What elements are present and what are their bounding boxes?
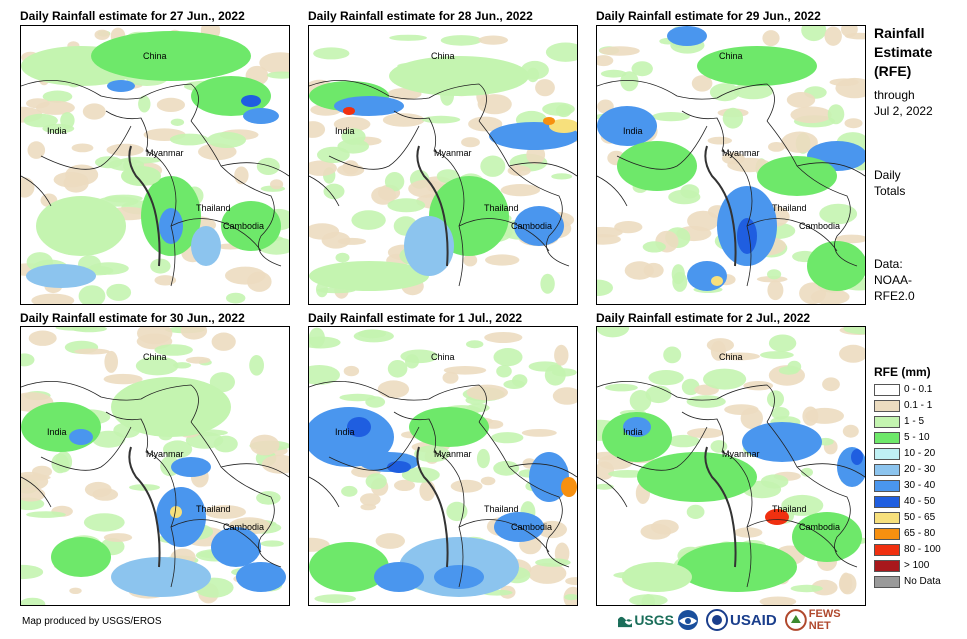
map-label-myanmar: Myanmar — [722, 449, 760, 459]
legend-heading: Rainfall Estimate (RFE) — [874, 25, 933, 79]
map-label-china: China — [143, 352, 167, 362]
map-label-myanmar: Myanmar — [722, 148, 760, 158]
legend-swatch — [874, 576, 900, 588]
map-credit: Map produced by USGS/EROS — [22, 616, 162, 627]
legend-swatch — [874, 448, 900, 460]
map-panel-3: China India Myanmar Thailand Cambodia — [596, 25, 866, 305]
legend-label: 0 - 0.1 — [904, 384, 933, 395]
legend-swatch — [874, 432, 900, 444]
map-label-thailand: Thailand — [484, 504, 519, 514]
fewsnet-logo: FEWS NET — [785, 607, 865, 633]
legend-label: 40 - 50 — [904, 496, 936, 507]
map-label-india: India — [47, 427, 67, 437]
map-panel-6: China India Myanmar Thailand Cambodia — [596, 326, 866, 606]
legend-label: No Data — [904, 576, 941, 587]
map-label-cambodia: Cambodia — [223, 522, 265, 532]
map-label-cambodia: Cambodia — [799, 221, 841, 231]
legend-title: RFE (mm) — [874, 365, 931, 379]
legend-swatch — [874, 544, 900, 556]
legend-swatch — [874, 496, 900, 508]
panel-title-3: Daily Rainfall estimate for 29 Jun., 202… — [596, 9, 821, 23]
map-label-cambodia: Cambodia — [799, 522, 841, 532]
usgs-logo: USGS — [618, 607, 674, 633]
map-label-china: China — [431, 352, 455, 362]
map-label-china: China — [431, 51, 455, 61]
legend-swatch — [874, 480, 900, 492]
map-label-myanmar: Myanmar — [146, 449, 184, 459]
panel-title-4: Daily Rainfall estimate for 30 Jun., 202… — [20, 311, 245, 325]
legend-label: 10 - 20 — [904, 448, 936, 459]
daily-totals-label: Daily Totals — [874, 168, 906, 198]
legend-swatch — [874, 464, 900, 476]
panel-title-6: Daily Rainfall estimate for 2 Jul., 2022 — [596, 311, 811, 325]
map-panel-5: China India Myanmar Thailand Cambodia — [308, 326, 578, 606]
panel-title-2: Daily Rainfall estimate for 28 Jun., 202… — [308, 9, 533, 23]
legend-label: 5 - 10 — [904, 432, 930, 443]
legend-label: > 100 — [904, 560, 930, 571]
legend-swatch — [874, 512, 900, 524]
map-label-india: India — [335, 126, 355, 136]
legend-label: 80 - 100 — [904, 544, 941, 555]
legend-swatch — [874, 560, 900, 572]
data-source-label: Data: NOAA- RFE2.0 — [874, 257, 915, 303]
map-label-india: India — [335, 427, 355, 437]
legend-label: 65 - 80 — [904, 528, 936, 539]
map-panel-1: China India Myanmar Thailand Cambodia — [20, 25, 290, 305]
legend-swatch — [874, 400, 900, 412]
map-label-thailand: Thailand — [196, 203, 231, 213]
legend-label: 20 - 30 — [904, 464, 936, 475]
map-label-cambodia: Cambodia — [511, 221, 553, 231]
legend-swatch — [874, 384, 900, 396]
map-label-cambodia: Cambodia — [223, 221, 265, 231]
map-label-india: India — [623, 427, 643, 437]
map-label-china: China — [143, 51, 167, 61]
map-panel-4: China India Myanmar Thailand Cambodia — [20, 326, 290, 606]
map-label-thailand: Thailand — [484, 203, 519, 213]
map-label-thailand: Thailand — [196, 504, 231, 514]
map-label-myanmar: Myanmar — [434, 449, 472, 459]
map-label-india: India — [623, 126, 643, 136]
map-label-china: China — [719, 352, 743, 362]
map-panel-2: China India Myanmar Thailand Cambodia — [308, 25, 578, 305]
map-label-myanmar: Myanmar — [146, 148, 184, 158]
map-label-thailand: Thailand — [772, 203, 807, 213]
legend-label: 50 - 65 — [904, 512, 936, 523]
legend-label: 30 - 40 — [904, 480, 936, 491]
legend-swatch — [874, 528, 900, 540]
legend-label: 0.1 - 1 — [904, 400, 933, 411]
map-label-thailand: Thailand — [772, 504, 807, 514]
map-label-india: India — [47, 126, 67, 136]
map-label-china: China — [719, 51, 743, 61]
panel-title-5: Daily Rainfall estimate for 1 Jul., 2022 — [308, 311, 523, 325]
noaa-logo — [677, 607, 701, 633]
through-date: through Jul 2, 2022 — [874, 88, 933, 118]
legend-label: 1 - 5 — [904, 416, 925, 427]
usaid-logo: USAID — [706, 607, 782, 633]
panel-title-1: Daily Rainfall estimate for 27 Jun., 202… — [20, 9, 245, 23]
map-label-cambodia: Cambodia — [511, 522, 553, 532]
legend-swatch — [874, 416, 900, 428]
map-label-myanmar: Myanmar — [434, 148, 472, 158]
